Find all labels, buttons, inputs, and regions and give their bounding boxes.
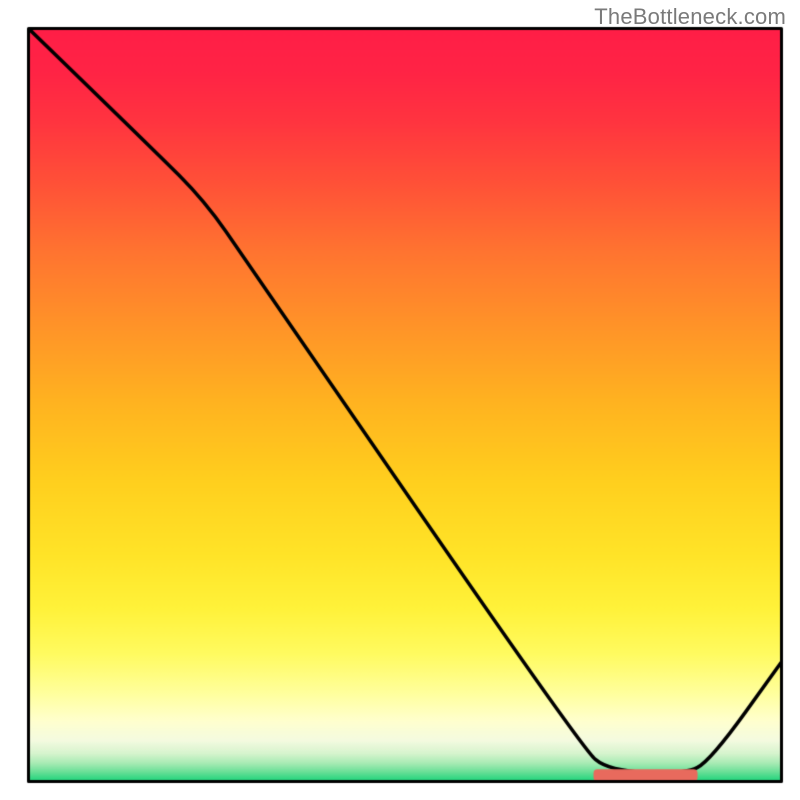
chart-canvas xyxy=(0,0,800,800)
chart-container: TheBottleneck.com xyxy=(0,0,800,800)
watermark-text: TheBottleneck.com xyxy=(594,4,786,30)
